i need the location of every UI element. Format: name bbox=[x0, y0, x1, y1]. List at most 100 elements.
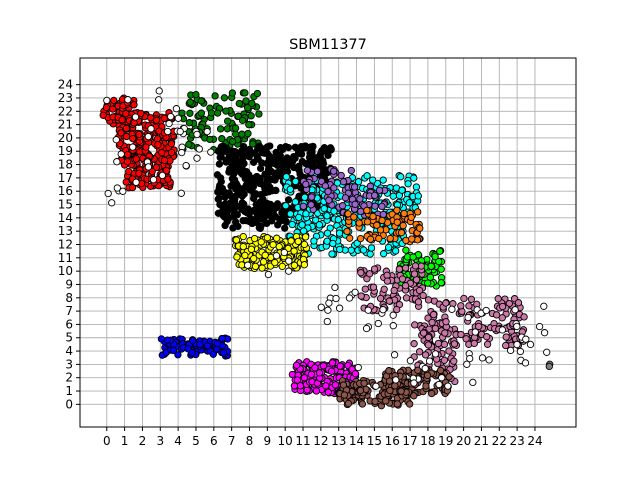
scatter-point bbox=[335, 229, 344, 237]
scatter-point bbox=[280, 156, 288, 164]
scatter-point bbox=[414, 366, 422, 374]
scatter-point bbox=[375, 234, 383, 243]
y-tick-label: 21 bbox=[58, 118, 73, 132]
scatter-point bbox=[167, 112, 175, 121]
scatter-point bbox=[218, 135, 226, 143]
scatter-point bbox=[263, 234, 272, 242]
scatter-point bbox=[324, 187, 332, 196]
scatter-point bbox=[393, 218, 401, 226]
scatter-point bbox=[302, 160, 310, 168]
scatter-point bbox=[251, 262, 260, 271]
scatter-point bbox=[415, 286, 424, 295]
scatter-point bbox=[364, 306, 372, 314]
plot-frame bbox=[79, 57, 577, 428]
x-tick-label: 3 bbox=[156, 434, 164, 448]
scatter-point bbox=[203, 342, 212, 350]
scatter-point bbox=[258, 196, 267, 204]
scatter-point bbox=[310, 237, 318, 245]
scatter-point bbox=[339, 178, 348, 186]
scatter-point bbox=[359, 246, 368, 254]
scatter-point bbox=[227, 192, 236, 200]
scatter-point bbox=[137, 109, 145, 118]
scatter-point bbox=[207, 148, 215, 156]
scatter-point bbox=[389, 322, 397, 330]
scatter-point bbox=[193, 130, 201, 139]
scatter-point bbox=[165, 119, 173, 128]
scatter-point bbox=[404, 180, 412, 188]
scatter-point bbox=[274, 221, 282, 229]
x-tick-label: 2 bbox=[139, 434, 147, 448]
scatter-point bbox=[167, 140, 176, 148]
scatter-point bbox=[124, 96, 132, 104]
y-tick-label: 3 bbox=[65, 357, 73, 371]
scatter-point bbox=[379, 306, 387, 314]
scatter-point bbox=[514, 299, 523, 307]
x-tick-label: 5 bbox=[192, 434, 200, 448]
scatter-point bbox=[389, 311, 397, 319]
scatter-point bbox=[324, 151, 332, 160]
scatter-point bbox=[401, 264, 410, 272]
scatter-point bbox=[380, 285, 388, 293]
scatter-point bbox=[118, 116, 126, 124]
scatter-point bbox=[281, 224, 289, 232]
y-tick-label: 9 bbox=[65, 277, 73, 291]
scatter-point bbox=[307, 193, 316, 201]
scatter-point bbox=[231, 124, 240, 132]
x-tick-label: 21 bbox=[474, 434, 489, 448]
scatter-point bbox=[357, 269, 365, 277]
scatter-point bbox=[345, 294, 354, 302]
scatter-point bbox=[252, 218, 260, 226]
scatter-point bbox=[185, 119, 194, 127]
scatter-point bbox=[436, 247, 444, 255]
scatter-point bbox=[543, 348, 551, 356]
y-tick-label: 22 bbox=[58, 104, 73, 118]
scatter-point bbox=[158, 148, 166, 157]
scatter-point bbox=[196, 340, 204, 349]
scatter-point bbox=[331, 283, 339, 292]
scatter-point bbox=[340, 391, 349, 399]
x-tick-label: 4 bbox=[174, 434, 182, 448]
scatter-point bbox=[361, 285, 369, 293]
scatter-point bbox=[197, 109, 206, 117]
y-tick-label: 17 bbox=[58, 171, 73, 185]
x-tick-label: 14 bbox=[349, 434, 364, 448]
scatter-point bbox=[206, 135, 214, 144]
scatter-point bbox=[266, 200, 275, 209]
scatter-point bbox=[113, 184, 121, 192]
scatter-point bbox=[266, 183, 274, 191]
scatter-point bbox=[288, 220, 296, 229]
scatter-point bbox=[336, 362, 344, 370]
scatter-point bbox=[238, 192, 246, 200]
scatter-point bbox=[431, 350, 440, 358]
scatter-point bbox=[189, 336, 197, 345]
scatter-point bbox=[415, 348, 424, 356]
scatter-point bbox=[215, 160, 224, 168]
scatter-point bbox=[350, 183, 359, 191]
scatter-point bbox=[292, 361, 301, 369]
scatter-point bbox=[327, 367, 336, 375]
scatter-point bbox=[247, 245, 256, 253]
scatter-point bbox=[252, 190, 260, 199]
scatter-point bbox=[252, 200, 260, 209]
scatter-point bbox=[445, 373, 453, 381]
scatter-point bbox=[130, 119, 138, 127]
scatter-point bbox=[293, 376, 302, 384]
scatter-point bbox=[297, 150, 306, 158]
scatter-point bbox=[346, 234, 354, 242]
scatter-point bbox=[215, 194, 223, 202]
scatter-point bbox=[124, 150, 132, 159]
scatter-point bbox=[220, 349, 228, 357]
scatter-point bbox=[405, 199, 414, 207]
scatter-point bbox=[485, 356, 493, 364]
scatter-point bbox=[301, 193, 309, 201]
x-tick-label: 15 bbox=[367, 434, 382, 448]
scatter-point bbox=[113, 158, 121, 166]
scatter-point bbox=[412, 183, 421, 191]
x-tick-label: 1 bbox=[121, 434, 129, 448]
scatter-point bbox=[315, 369, 324, 377]
scatter-point bbox=[174, 114, 182, 122]
scatter-point bbox=[392, 376, 400, 384]
scatter-point bbox=[331, 381, 340, 389]
scatter-point bbox=[278, 209, 286, 217]
scatter-point bbox=[522, 335, 530, 343]
